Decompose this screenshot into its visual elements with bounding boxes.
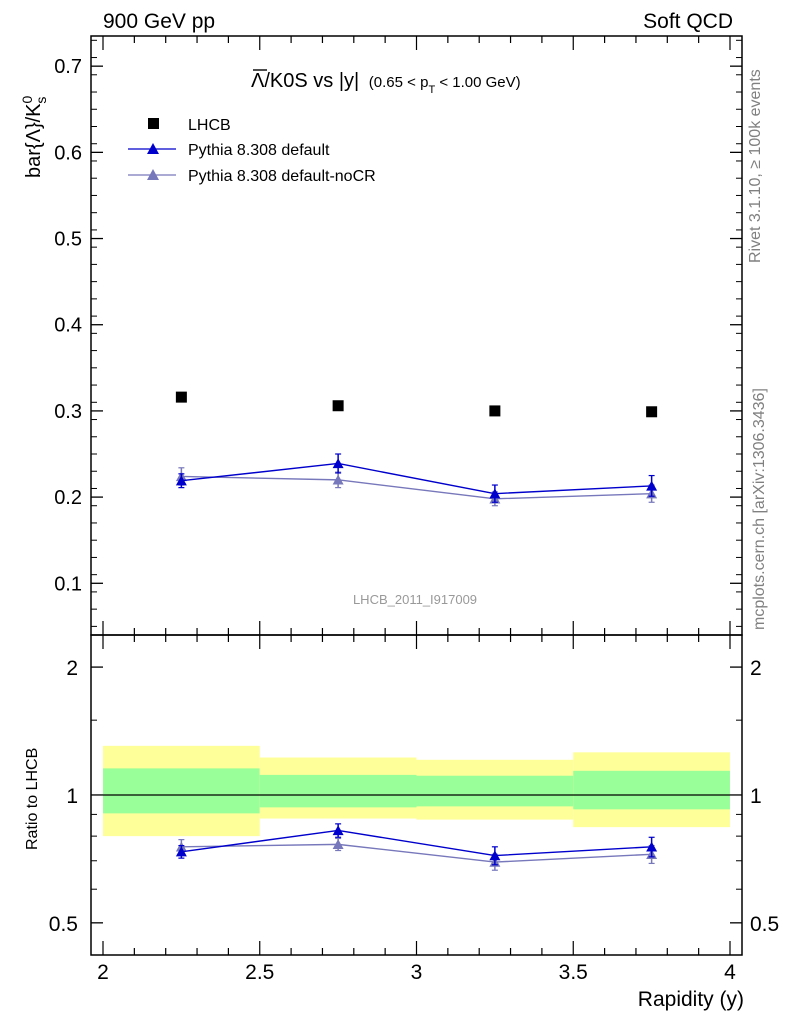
main-default-point: [489, 488, 501, 499]
ratio-default-point: [332, 825, 344, 836]
plot-title-main: Λ/K0S vs |y|: [251, 70, 359, 92]
x-tick-label: 3: [411, 961, 423, 984]
rivet-label: Rivet 3.1.10, ≥ 100k events: [747, 69, 764, 263]
x-tick-label: 3.5: [559, 961, 588, 984]
main-ylabel: bar{Λ}/K0s: [19, 95, 49, 178]
ratio-plot-frame: [90, 634, 743, 956]
ratio-tick-label-right: 2: [750, 657, 762, 680]
main-lhcb-point: [489, 405, 501, 417]
header-right: Soft QCD: [643, 10, 733, 33]
main-ylabel-sub: s: [33, 97, 49, 104]
legend-marker-lhcb: [148, 118, 159, 129]
legend-marker-default: [147, 143, 159, 154]
legend-label-default: Pythia 8.308 default: [188, 142, 330, 159]
main-default-line: [181, 462, 652, 495]
legend-marker-nocr: [147, 169, 159, 180]
ratio-tick-label-left: 0.5: [49, 913, 78, 936]
ratio-tick-label-left: 1: [66, 785, 78, 808]
main-lhcb-point: [646, 406, 658, 418]
main-nocr-point: [332, 474, 344, 485]
main-default-point: [175, 475, 187, 486]
analysis-id: LHCB_2011_I917009: [353, 592, 477, 607]
ratio-tick-label-right: 1: [750, 785, 762, 808]
legend-label-nocr: Pythia 8.308 default-noCR: [188, 168, 376, 185]
ratio-default-line: [181, 829, 652, 857]
main-default-point: [332, 458, 344, 469]
plot-title-cut-end: < 1.00 GeV): [435, 74, 520, 91]
y-tick-label: 0.6: [54, 142, 82, 164]
main-lhcb-point: [175, 391, 187, 403]
x-axis-label: Rapidity (y): [638, 988, 744, 1011]
legend-label-lhcb: LHCB: [188, 117, 231, 134]
main-nocr-line: [181, 475, 652, 500]
plot-title-cut-sub: T: [428, 84, 435, 96]
y-tick-label: 0.3: [54, 401, 82, 423]
ratio-nocr-point: [332, 839, 344, 850]
main-ylabel-sup: 0: [19, 95, 35, 103]
x-tick-label: 2.5: [245, 961, 274, 984]
ratio-default-point: [646, 841, 658, 852]
data-series: [175, 391, 658, 871]
mcplots-label: mcplots.cern.ch [arXiv:1306.3436]: [751, 388, 768, 630]
axis-ticks: 0.1 0.2 0.3 0.4 0.5 0.6 0.7 0.5 0.5 1 1 2 2 2 2.5 3 3.5 4: [49, 36, 779, 984]
x-tick-label: 2: [97, 961, 109, 984]
header-left: 900 GeV pp: [103, 10, 215, 33]
ratio-uncertainty-bands: [103, 745, 730, 837]
y-tick-label: 0.5: [54, 229, 82, 251]
ratio-band-inner: [573, 770, 730, 810]
plot-title-cut: (0.65 < p: [369, 74, 429, 91]
y-tick-label: 0.7: [54, 56, 82, 78]
ratio-band-inner: [416, 775, 574, 807]
ratio-band-inner: [259, 774, 417, 808]
ratio-ylabel: Ratio to LHCB: [24, 748, 41, 850]
ratio-band-inner: [103, 768, 260, 814]
y-tick-label: 0.1: [54, 573, 82, 595]
main-ylabel-text: bar{Λ}/K: [23, 103, 45, 178]
ratio-default-point: [489, 850, 501, 861]
ratio-tick-label-left: 2: [66, 657, 78, 680]
x-tick-label: 4: [724, 961, 736, 984]
ratio-default-point: [175, 846, 187, 857]
ratio-nocr-line: [181, 843, 652, 863]
main-default-point: [646, 480, 658, 491]
y-tick-label: 0.4: [54, 315, 82, 337]
ratio-tick-label-right: 0.5: [750, 913, 779, 936]
plot-title: Λ/K0S vs |y| (0.65 < pT < 1.00 GeV): [251, 70, 521, 96]
y-tick-label: 0.2: [54, 487, 82, 509]
legend: LHCB Pythia 8.308 default Pythia 8.308 d…: [128, 117, 376, 185]
main-lhcb-point: [332, 400, 344, 412]
